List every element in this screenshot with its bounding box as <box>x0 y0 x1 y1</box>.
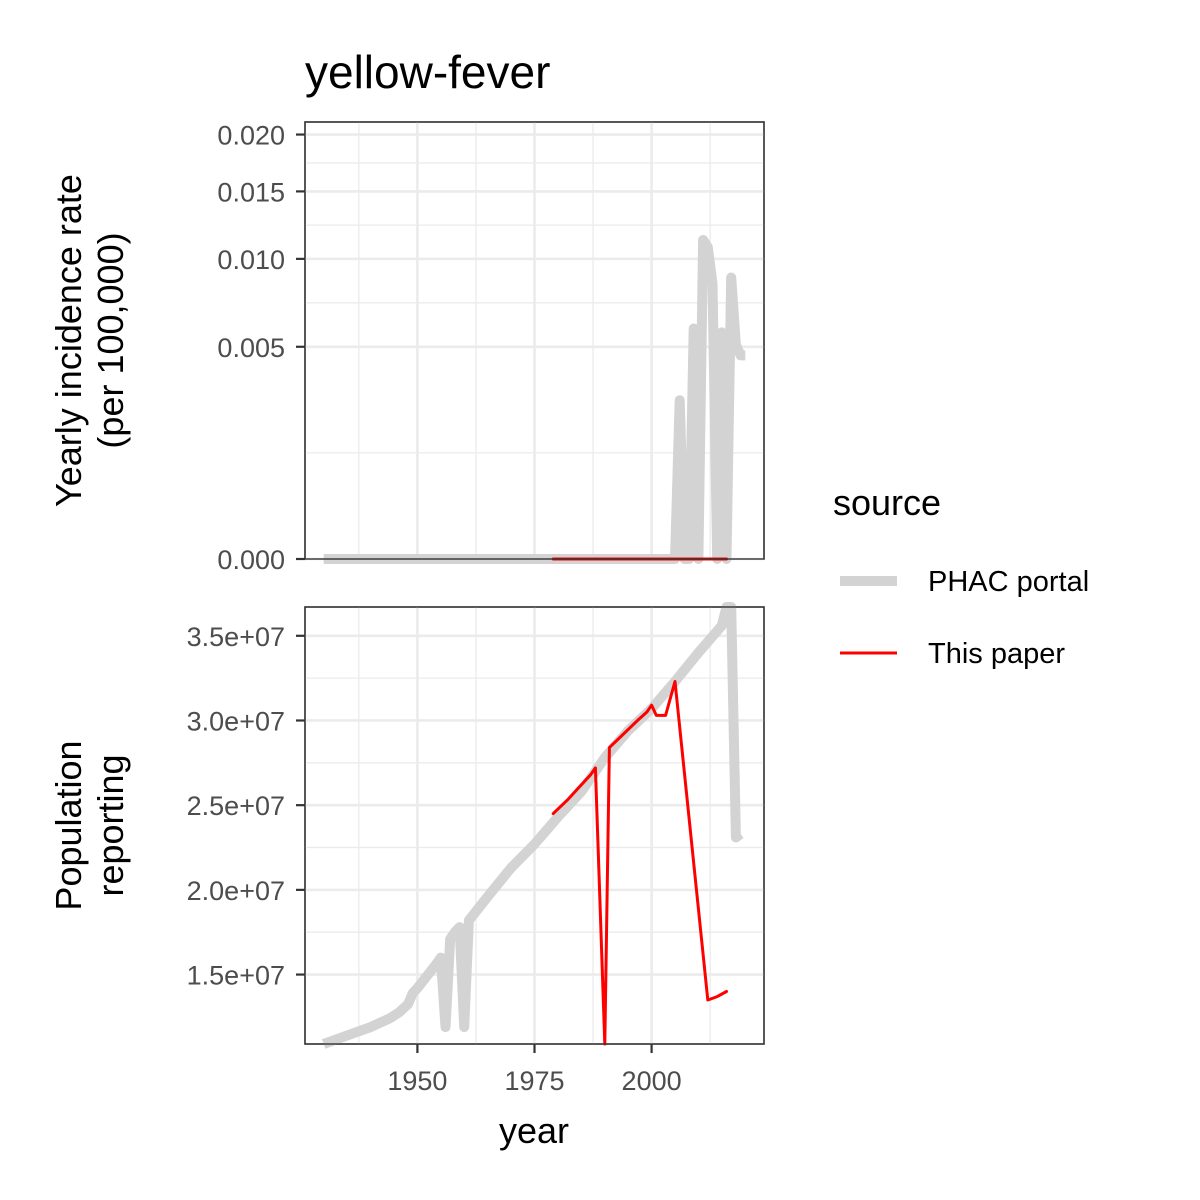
bottom-y-tick-label: 3.0e+07 <box>187 706 285 736</box>
top-y-tick-label: 0.010 <box>217 245 285 275</box>
bottom-y-tick-label: 2.5e+07 <box>187 791 285 821</box>
bottom-y-tick-label: 1.5e+07 <box>187 961 285 991</box>
legend-label: PHAC portal <box>928 566 1089 598</box>
bottom-series-line-phac-portal <box>321 602 744 1049</box>
bottom-y-tick-label: 3.5e+07 <box>187 622 285 652</box>
bottom-series-line-this-paper <box>551 680 728 1046</box>
bottom-x-axis: 1950 1975 2000 <box>387 1044 682 1096</box>
top-y-tick-label: 0.015 <box>217 177 285 207</box>
top-panel: 0.000 0.005 0.010 0.015 0.020 <box>217 121 765 575</box>
top-y-axis: 0.000 0.005 0.010 0.015 0.020 <box>217 121 305 575</box>
top-panel-grid <box>305 122 764 561</box>
bottom-y-tick-label: 2.0e+07 <box>187 876 285 906</box>
top-panel-border <box>304 121 765 560</box>
top-y-tick-label: 0.020 <box>217 121 285 151</box>
x-tick-label: 1950 <box>387 1066 447 1096</box>
bottom-y-axis-title: Populationreporting <box>48 740 131 910</box>
top-y-axis-title: Yearly incidence rate(per 100,000) <box>48 174 131 507</box>
x-tick-label: 1975 <box>504 1066 564 1096</box>
legend-items: PHAC portal This paper <box>840 566 1089 670</box>
x-tick-label: 2000 <box>622 1066 682 1096</box>
bottom-y-axis: 1.5e+07 2.0e+07 2.5e+07 3.0e+07 3.5e+07 <box>187 622 305 991</box>
bottom-x-axis-title: year <box>499 1110 569 1151</box>
plot-title: yellow-fever <box>305 46 550 98</box>
top-y-tick-label: 0.005 <box>217 333 285 363</box>
top-y-axis-title-line: Yearly incidence rate <box>48 174 89 507</box>
top-y-axis-title-line: (per 100,000) <box>90 232 131 448</box>
bottom-panel-series <box>321 602 744 1049</box>
top-y-tick-label: 0.000 <box>217 545 285 575</box>
bottom-panel-grid <box>305 607 764 1044</box>
legend-item-this-paper: This paper <box>840 638 1065 670</box>
legend-title: source <box>833 482 941 523</box>
legend-label: This paper <box>928 638 1065 670</box>
legend-item-phac-portal: PHAC portal <box>840 566 1089 598</box>
bottom-panel: 1.5e+07 2.0e+07 2.5e+07 3.0e+07 3.5e+07 1950… <box>187 602 765 1096</box>
legend: source PHAC portal This paper <box>833 482 1089 670</box>
bottom-y-axis-title-line: Population <box>48 740 89 910</box>
bottom-y-axis-title-line: reporting <box>90 754 131 896</box>
top-series-line-phac-portal <box>323 235 746 564</box>
